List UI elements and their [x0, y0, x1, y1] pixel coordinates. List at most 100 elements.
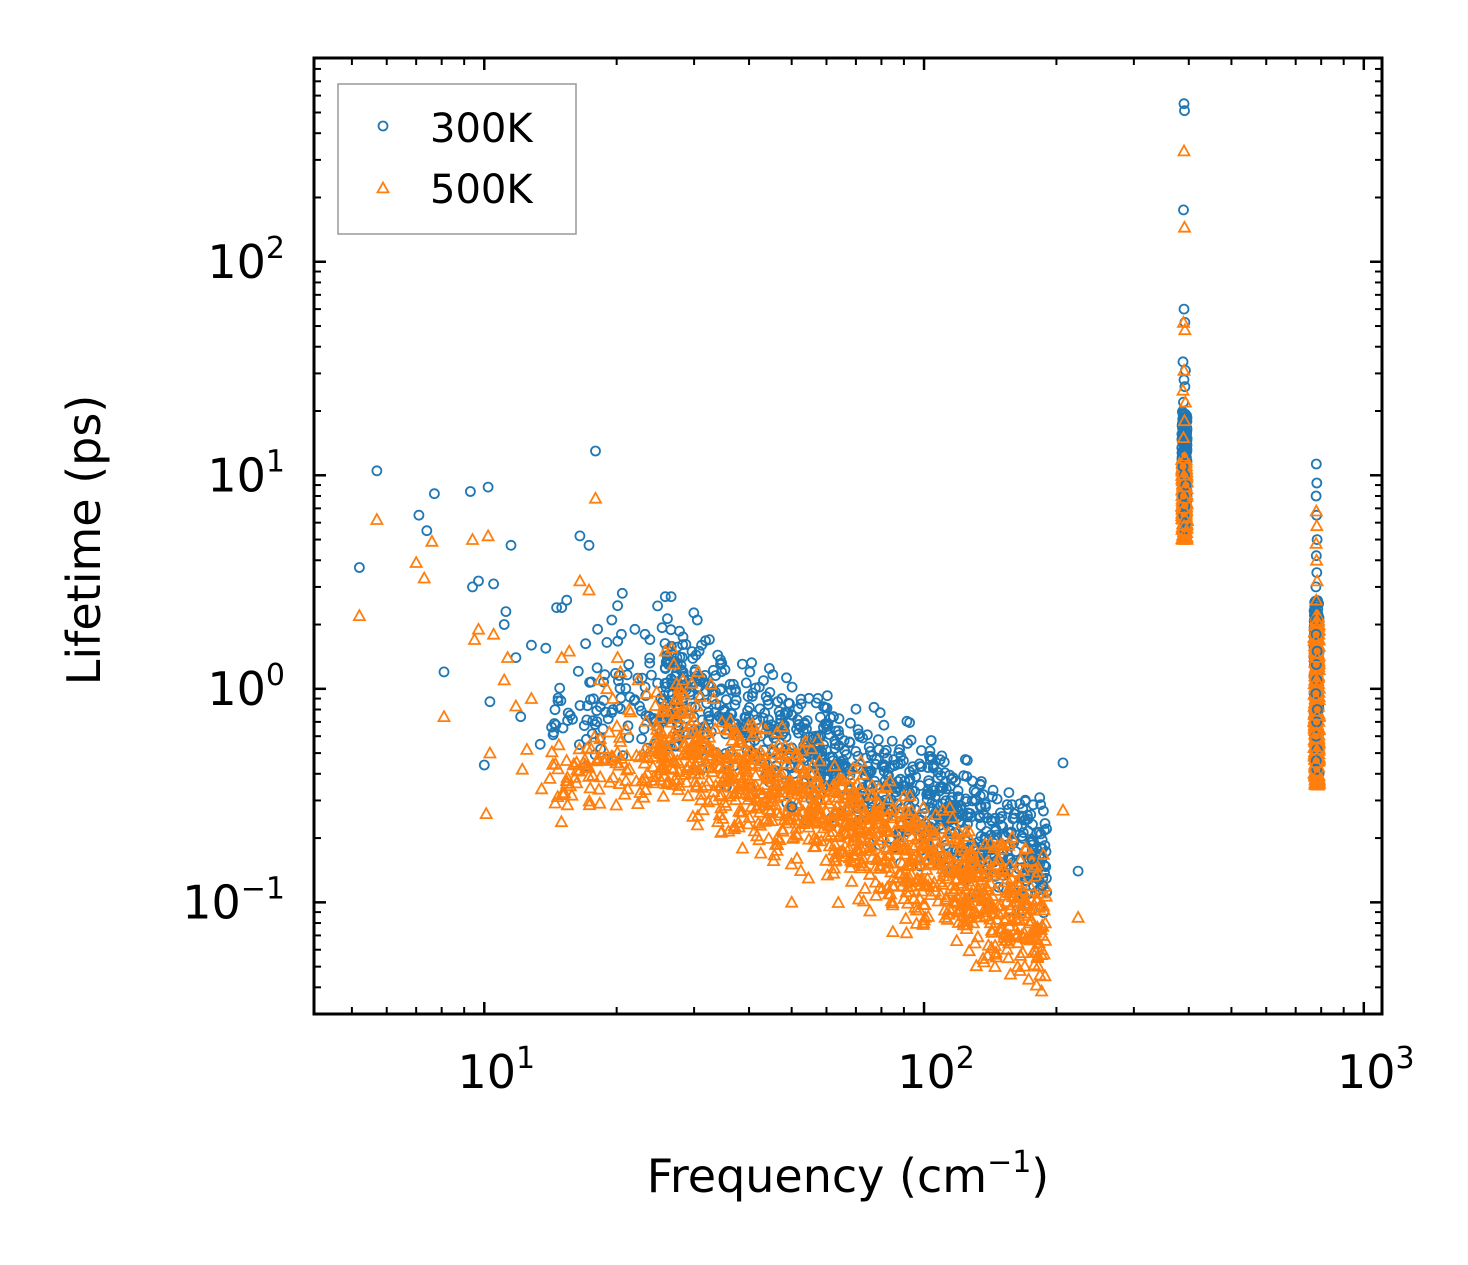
data-point [744, 743, 759, 757]
data-point [1177, 490, 1192, 504]
data-point [613, 664, 628, 678]
data-point [727, 821, 742, 835]
x-axis-label: Frequency (cm−1) [647, 1145, 1050, 1203]
data-point [671, 782, 686, 795]
data-point [893, 805, 908, 819]
data-point [498, 619, 510, 630]
data-point [869, 807, 884, 821]
data-point [636, 789, 651, 803]
data-point [761, 802, 776, 815]
data-point [1179, 449, 1191, 461]
data-point [723, 788, 738, 802]
data-point [621, 669, 633, 681]
data-point [694, 787, 709, 800]
data-point [862, 867, 878, 880]
data-point [563, 778, 578, 792]
data-point [629, 694, 641, 706]
data-point [854, 731, 866, 742]
data-point [960, 754, 971, 765]
data-point [508, 698, 523, 712]
data-point [691, 614, 703, 626]
data-point [1072, 865, 1084, 877]
data-point [881, 752, 893, 764]
data-point [584, 741, 599, 755]
data-point [1309, 552, 1324, 566]
data-point [679, 774, 694, 788]
data-point [808, 797, 823, 811]
data-point [1020, 795, 1031, 807]
data-point [778, 738, 793, 752]
data-point [797, 771, 812, 784]
data-point [836, 844, 851, 858]
data-point [551, 737, 566, 751]
data-point [1014, 798, 1026, 810]
data-point [1177, 451, 1192, 464]
data-point [1020, 814, 1031, 826]
data-point [938, 756, 950, 768]
data-point [753, 817, 768, 831]
data-point [1038, 879, 1053, 892]
data-point [574, 530, 586, 542]
data-point [827, 842, 842, 856]
data-point [677, 631, 689, 643]
data-point [827, 758, 842, 772]
data-point [644, 657, 656, 669]
data-point [697, 719, 712, 733]
data-point [1015, 945, 1030, 958]
data-point [801, 870, 816, 884]
data-point [931, 893, 946, 907]
data-point [619, 762, 634, 776]
data-point [1177, 532, 1192, 545]
data-point [872, 880, 887, 893]
data-point [1308, 684, 1323, 698]
data-point [603, 753, 618, 766]
data-point [685, 747, 700, 761]
data-point [924, 845, 939, 858]
data-point [1035, 828, 1047, 840]
data-point [902, 788, 917, 802]
data-point [559, 753, 574, 766]
data-point [716, 761, 731, 774]
data-point [583, 539, 595, 551]
data-point [1311, 704, 1323, 715]
data-point [1013, 853, 1028, 866]
data-point [417, 570, 432, 584]
data-point [747, 687, 759, 699]
data-point [813, 731, 824, 742]
data-point [615, 703, 626, 715]
data-point [1003, 966, 1018, 980]
data-point [894, 744, 905, 755]
data-point [846, 829, 861, 843]
data-point [705, 764, 720, 777]
data-point [706, 691, 721, 704]
data-point [828, 711, 839, 723]
data-point [688, 756, 703, 769]
data-point [767, 782, 782, 795]
legend-marker-500K [375, 180, 391, 194]
data-point [810, 815, 826, 829]
data-point [956, 913, 971, 927]
data-point [681, 705, 696, 719]
data-point [868, 874, 883, 888]
data-point [561, 594, 573, 606]
data-point [984, 940, 999, 953]
data-point [740, 677, 752, 689]
data-point [733, 804, 749, 818]
data-point [708, 721, 723, 735]
data-point [609, 718, 624, 732]
data-point [987, 784, 999, 796]
y-axis-label: Lifetime (ps) [57, 395, 111, 686]
data-point [622, 761, 637, 774]
data-point [897, 891, 912, 904]
data-point [816, 812, 831, 825]
data-point [877, 761, 889, 773]
data-point [559, 773, 574, 787]
legend-marker [375, 180, 391, 194]
data-point [471, 621, 486, 635]
data-point [638, 723, 650, 735]
data-point [1031, 958, 1046, 972]
data-point [1023, 932, 1038, 946]
data-point [1001, 950, 1016, 964]
data-point [988, 883, 1003, 896]
data-point [830, 785, 846, 798]
